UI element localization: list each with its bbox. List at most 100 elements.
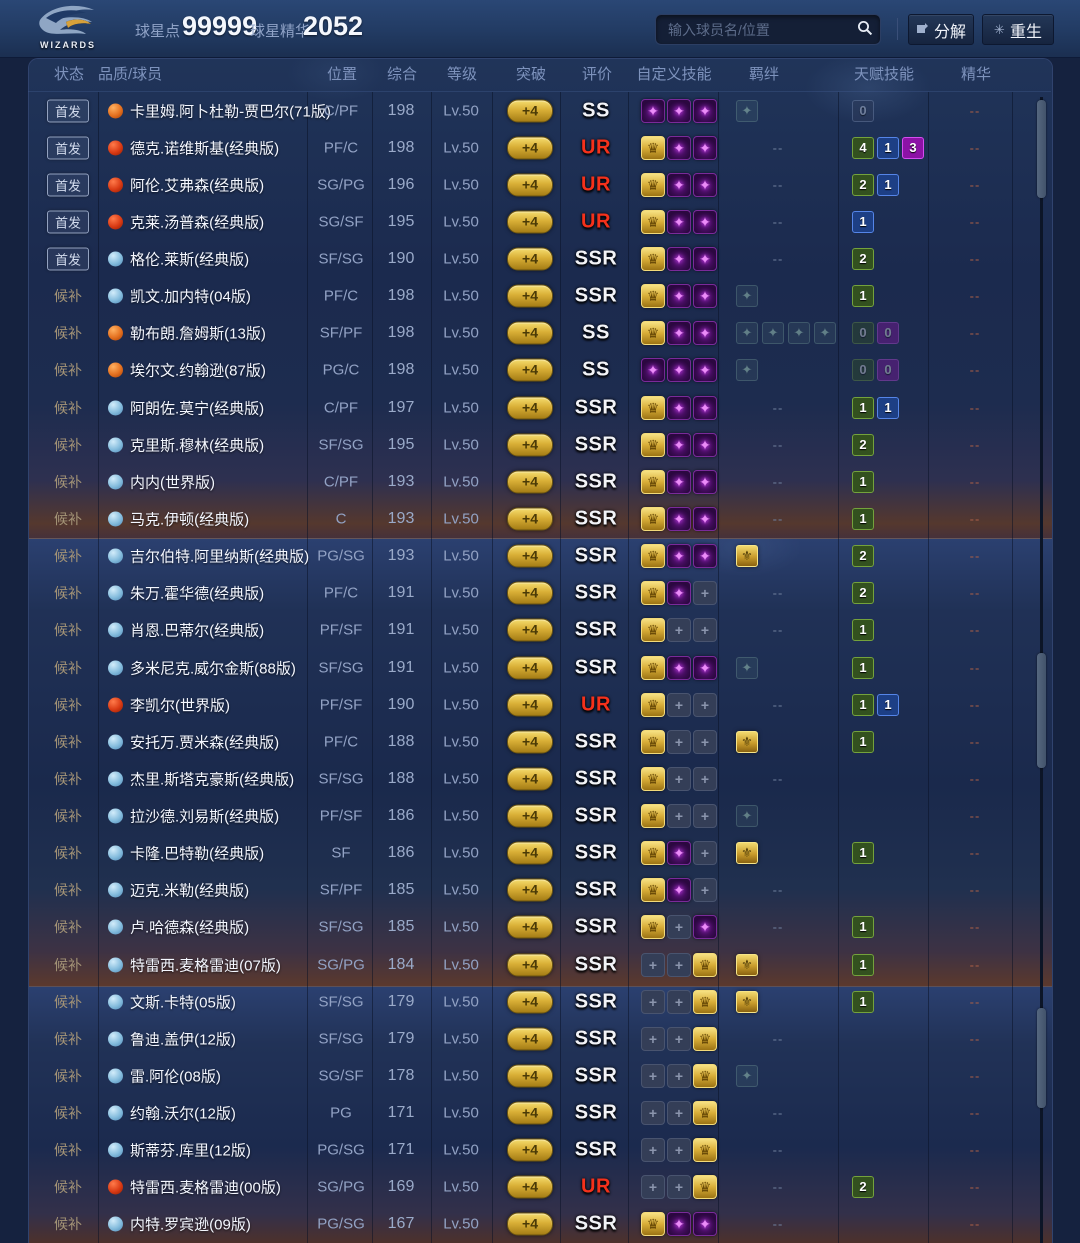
rebirth-button[interactable]: ✳ 重生 — [982, 14, 1054, 45]
gold-skill-icon[interactable]: ♛ — [641, 729, 665, 754]
empty-skill-slot[interactable]: + — [693, 878, 717, 903]
table-row[interactable]: 首发 德克.诺维斯基(经典版) PF/C 198 Lv.50 +4 UR ♛ ✦ ✦ -- 4 1 3 -- — [0, 129, 1080, 166]
table-row[interactable]: 候补 内内(世界版) C/PF 193 Lv.50 +4 SSR ♛ ✦ ✦ -- 1 -- — [0, 463, 1080, 500]
bond-inactive-icon[interactable]: ✦ — [736, 359, 758, 382]
talent-badge[interactable]: 0 — [852, 359, 874, 382]
empty-skill-slot[interactable]: + — [641, 1063, 665, 1088]
purple-skill-icon[interactable]: ✦ — [693, 469, 717, 494]
talent-badge[interactable]: 1 — [852, 730, 874, 753]
empty-skill-slot[interactable]: + — [667, 692, 691, 717]
scrollbar-thumb[interactable] — [1037, 100, 1046, 198]
purple-skill-icon[interactable]: ✦ — [693, 506, 717, 531]
talent-badge[interactable]: 1 — [877, 396, 899, 419]
gold-skill-icon[interactable]: ♛ — [693, 1101, 717, 1126]
talent-badge[interactable]: 1 — [877, 136, 899, 159]
table-row[interactable]: 首发 卡里姆.阿卜杜勒-贾巴尔(71版) C/PF 198 Lv.50 +4 SS ✦ ✦ ✦ ✦ 0… — [0, 92, 1080, 129]
table-row[interactable]: 候补 朱万.霍华德(经典版) PF/C 191 Lv.50 +4 SSR ♛ ✦ + -- 2 -- — [0, 575, 1080, 612]
purple-skill-icon[interactable]: ✦ — [693, 655, 717, 680]
talent-badge[interactable]: 2 — [852, 1176, 874, 1199]
purple-skill-icon[interactable]: ✦ — [693, 432, 717, 457]
table-row[interactable]: 候补 特雷西.麦格雷迪(00版) SG/PG 169 Lv.50 +4 UR + + ♛ -- 2 -- — [0, 1169, 1080, 1206]
talent-badge[interactable]: 1 — [852, 285, 874, 308]
talent-badge[interactable]: 2 — [852, 173, 874, 196]
purple-skill-icon[interactable]: ✦ — [667, 247, 691, 272]
empty-skill-slot[interactable]: + — [693, 804, 717, 829]
bond-inactive-icon[interactable]: ✦ — [736, 805, 758, 828]
table-row[interactable]: 候补 文斯.卡特(05版) SF/SG 179 Lv.50 +4 SSR + + ♛ ⚜ 1 -- — [0, 983, 1080, 1020]
talent-badge[interactable]: 1 — [877, 173, 899, 196]
purple-skill-icon[interactable]: ✦ — [667, 358, 691, 383]
purple-skill-icon[interactable]: ✦ — [641, 358, 665, 383]
table-row[interactable]: 候补 马克.伊顿(经典版) C 193 Lv.50 +4 SSR ♛ ✦ ✦ -- 1 -- — [0, 500, 1080, 537]
talent-badge[interactable]: 2 — [852, 433, 874, 456]
table-row[interactable]: 候补 吉尔伯特.阿里纳斯(经典版) PG/SG 193 Lv.50 +4 SSR ♛ ✦ ✦ ⚜ 2-… — [0, 538, 1080, 575]
table-row[interactable]: 候补 克里斯.穆林(经典版) SF/SG 195 Lv.50 +4 SSR ♛ ✦ ✦ -- 2 -- — [0, 426, 1080, 463]
empty-skill-slot[interactable]: + — [667, 1101, 691, 1126]
table-row[interactable]: 候补 卢.哈德森(经典版) SF/SG 185 Lv.50 +4 SSR ♛ + ✦ -- 1 -- — [0, 909, 1080, 946]
talent-badge[interactable]: 0 — [852, 99, 874, 122]
table-row[interactable]: 候补 杰里.斯塔克豪斯(经典版) SF/SG 188 Lv.50 +4 SSR ♛ + + -- -- — [0, 760, 1080, 797]
table-row[interactable]: 候补 李凯尔(世界版) PF/SF 190 Lv.50 +4 UR ♛ + + -- 1 1 -- — [0, 686, 1080, 723]
talent-badge[interactable]: 0 — [852, 322, 874, 345]
purple-skill-icon[interactable]: ✦ — [693, 284, 717, 309]
purple-skill-icon[interactable]: ✦ — [667, 841, 691, 866]
table-row[interactable]: 候补 多米尼克.威尔金斯(88版) SF/SG 191 Lv.50 +4 SSR ♛ ✦ ✦ ✦ 1-… — [0, 649, 1080, 686]
purple-skill-icon[interactable]: ✦ — [667, 1212, 691, 1237]
table-row[interactable]: 候补 安托万.贾米森(经典版) PF/C 188 Lv.50 +4 SSR ♛ + + ⚜ 1 -- — [0, 723, 1080, 760]
gold-skill-icon[interactable]: ♛ — [693, 952, 717, 977]
talent-badge[interactable]: 0 — [877, 359, 899, 382]
table-row[interactable]: 候补 约翰.沃尔(12版) PG 171 Lv.50 +4 SSR + + ♛ -- -- — [0, 1095, 1080, 1132]
table-row[interactable]: 候补 阿朗佐.莫宁(经典版) C/PF 197 Lv.50 +4 SSR ♛ ✦ ✦ -- 1 1 -- — [0, 389, 1080, 426]
gold-skill-icon[interactable]: ♛ — [641, 135, 665, 160]
talent-badge[interactable]: 1 — [852, 619, 874, 642]
empty-skill-slot[interactable]: + — [641, 1138, 665, 1163]
talent-badge[interactable]: 2 — [852, 582, 874, 605]
table-row[interactable]: 候补 拉沙德.刘易斯(经典版) PF/SF 186 Lv.50 +4 SSR ♛ + + ✦ -- — [0, 797, 1080, 834]
empty-skill-slot[interactable]: + — [667, 1026, 691, 1051]
talent-badge[interactable]: 3 — [902, 136, 924, 159]
table-row[interactable]: 候补 内特.罗宾逊(09版) PG/SG 167 Lv.50 +4 SSR ♛ ✦ ✦ -- -- — [0, 1206, 1080, 1243]
gold-skill-icon[interactable]: ♛ — [693, 989, 717, 1014]
purple-skill-icon[interactable]: ✦ — [693, 247, 717, 272]
gold-skill-icon[interactable]: ♛ — [641, 841, 665, 866]
talent-badge[interactable]: 1 — [852, 916, 874, 939]
table-row[interactable]: 候补 特雷西.麦格雷迪(07版) SG/PG 184 Lv.50 +4 SSR + + ♛ ⚜ 1 -- — [0, 946, 1080, 983]
gold-skill-icon[interactable]: ♛ — [641, 878, 665, 903]
empty-skill-slot[interactable]: + — [667, 1063, 691, 1088]
empty-skill-slot[interactable]: + — [693, 841, 717, 866]
empty-skill-slot[interactable]: + — [667, 1175, 691, 1200]
empty-skill-slot[interactable]: + — [641, 1175, 665, 1200]
decompose-button[interactable]: 分解 — [908, 14, 974, 45]
gold-skill-icon[interactable]: ♛ — [641, 915, 665, 940]
bond-inactive-icon[interactable]: ✦ — [736, 656, 758, 679]
bond-inactive-icon[interactable]: ✦ — [736, 1064, 758, 1087]
gold-skill-icon[interactable]: ♛ — [641, 581, 665, 606]
purple-skill-icon[interactable]: ✦ — [693, 172, 717, 197]
gold-skill-icon[interactable]: ♛ — [641, 172, 665, 197]
bond-gold-icon[interactable]: ⚜ — [736, 990, 758, 1013]
gold-skill-icon[interactable]: ♛ — [641, 284, 665, 309]
purple-skill-icon[interactable]: ✦ — [693, 98, 717, 123]
purple-skill-icon[interactable]: ✦ — [667, 284, 691, 309]
purple-skill-icon[interactable]: ✦ — [693, 358, 717, 383]
talent-badge[interactable]: 1 — [852, 693, 874, 716]
talent-badge[interactable]: 1 — [852, 210, 874, 233]
table-row[interactable]: 首发 格伦.莱斯(经典版) SF/SG 190 Lv.50 +4 SSR ♛ ✦ ✦ -- 2 -- — [0, 241, 1080, 278]
empty-skill-slot[interactable]: + — [693, 729, 717, 754]
gold-skill-icon[interactable]: ♛ — [641, 321, 665, 346]
gold-skill-icon[interactable]: ♛ — [641, 766, 665, 791]
gold-skill-icon[interactable]: ♛ — [641, 655, 665, 680]
talent-badge[interactable]: 1 — [852, 953, 874, 976]
gold-skill-icon[interactable]: ♛ — [641, 469, 665, 494]
gold-skill-icon[interactable]: ♛ — [693, 1026, 717, 1051]
gold-skill-icon[interactable]: ♛ — [641, 544, 665, 569]
gold-skill-icon[interactable]: ♛ — [641, 209, 665, 234]
empty-skill-slot[interactable]: + — [667, 952, 691, 977]
talent-badge[interactable]: 1 — [852, 990, 874, 1013]
search-input[interactable]: 输入球员名/位置 — [655, 14, 881, 45]
bond-gold-icon[interactable]: ⚜ — [736, 545, 758, 568]
empty-skill-slot[interactable]: + — [693, 618, 717, 643]
gold-skill-icon[interactable]: ♛ — [693, 1138, 717, 1163]
scrollbar-thumb[interactable] — [1037, 1008, 1046, 1108]
purple-skill-icon[interactable]: ✦ — [693, 915, 717, 940]
